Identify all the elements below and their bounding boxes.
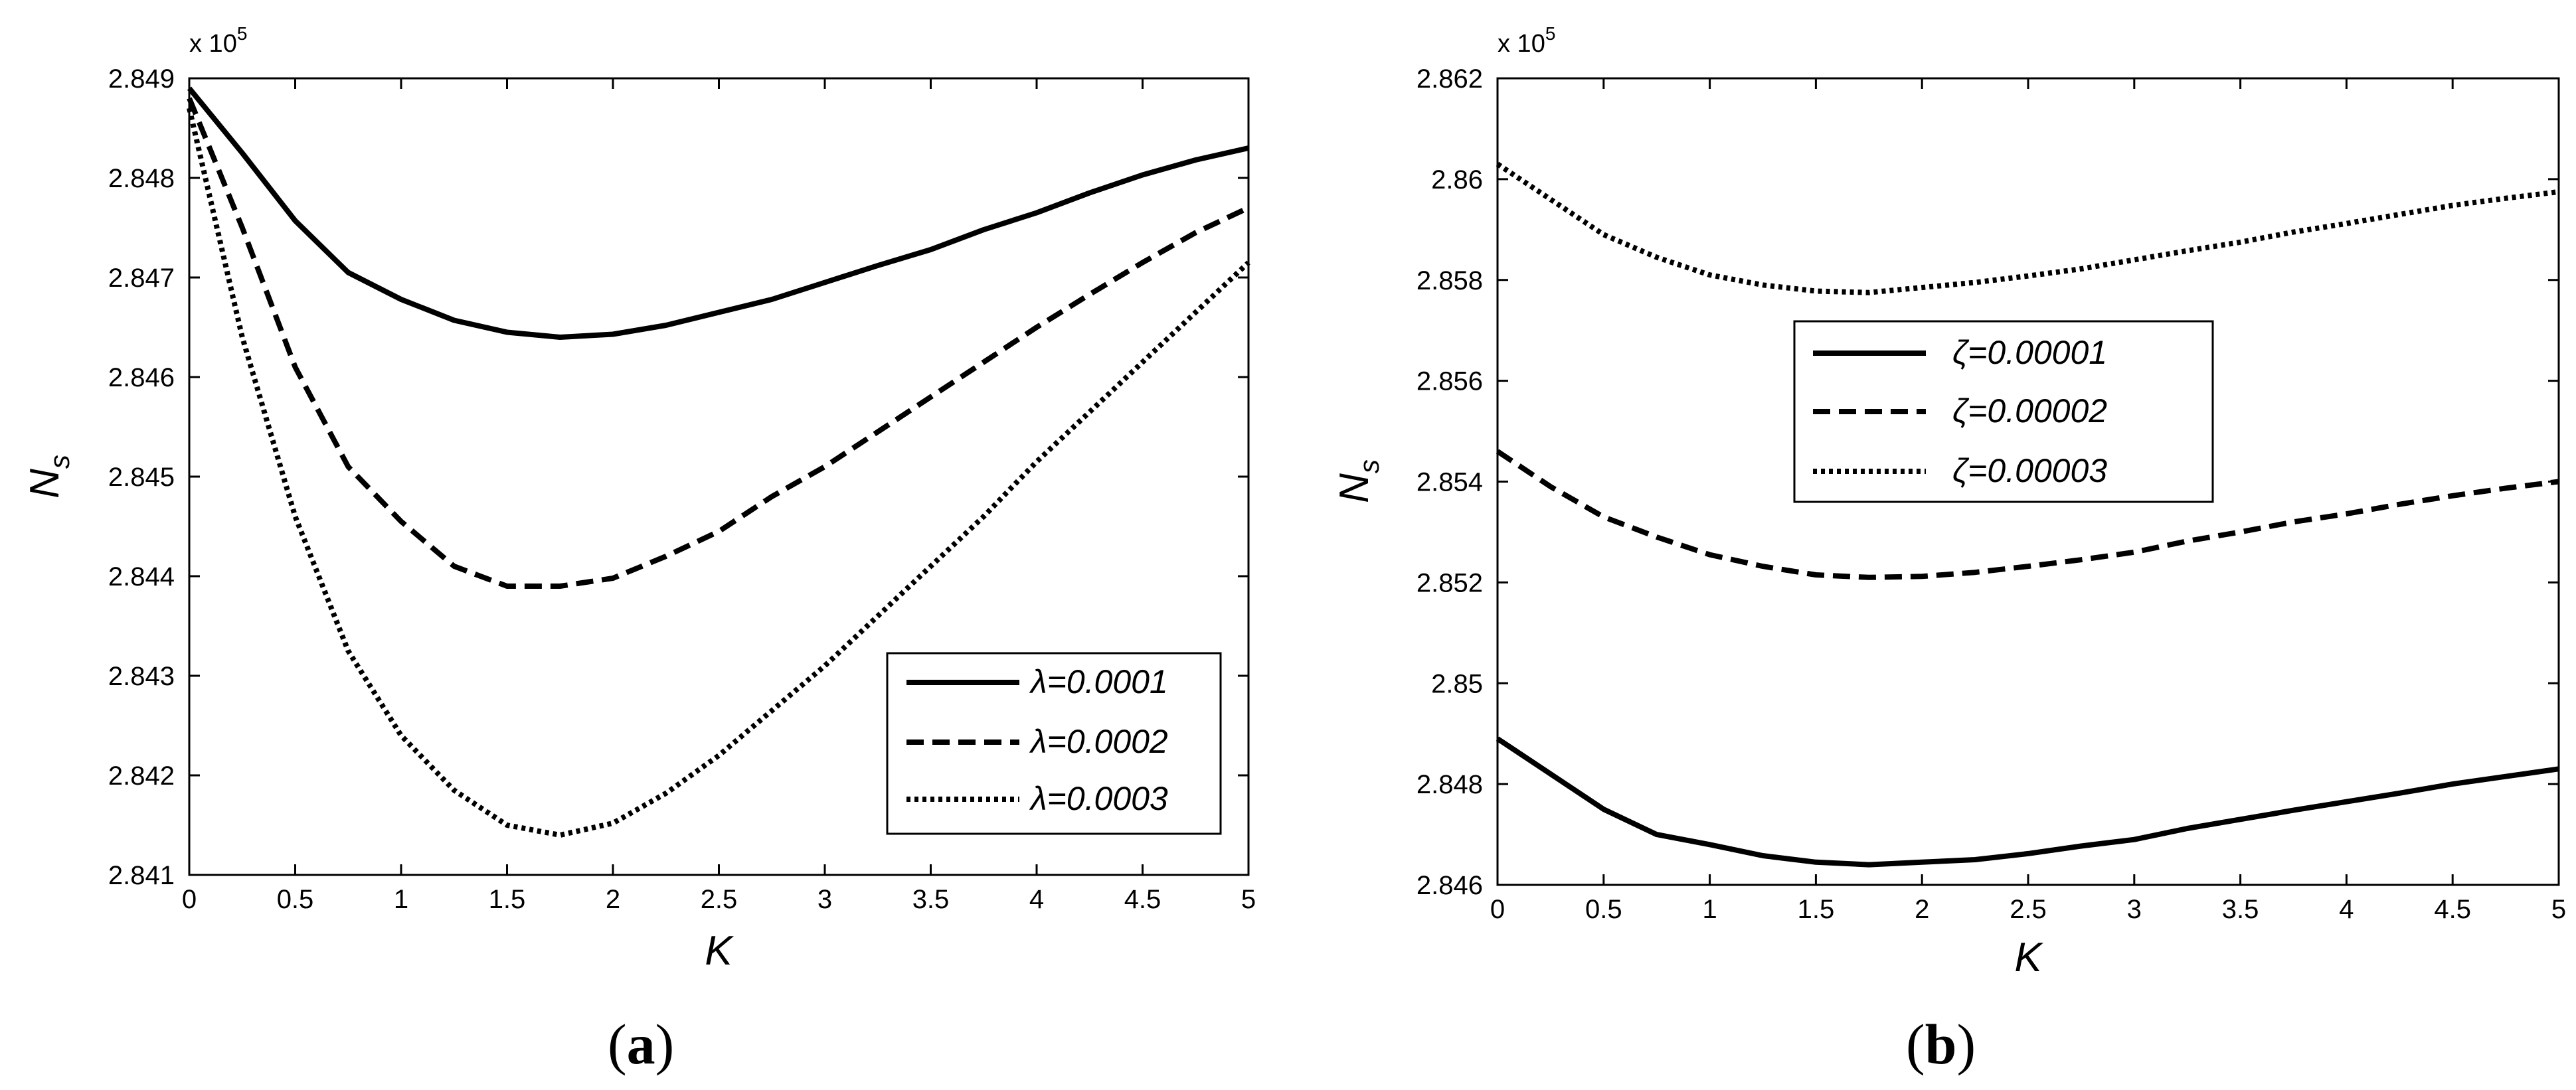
x-tick-label-b-0: 0 <box>1490 895 1505 924</box>
x-ticks-a: 0 0.5 1 1.5 2 2.5 3 3.5 4 4.5 5 <box>182 78 1256 914</box>
series-layer-b <box>1496 161 2559 868</box>
y-tick-label-b-3: 2.852 <box>1417 568 1483 597</box>
y-tick-label-a-5: 2.846 <box>108 363 175 392</box>
chart-panel-b: 0 0.5 1 1.5 2 2.5 3 3.5 4 4.5 5 2.846 2.848 2.85 2.85… <box>1331 23 2566 1076</box>
x-tick-label-b-8: 4 <box>2339 895 2354 924</box>
legend-label-b-0: ζ=0.00001 <box>1952 334 2107 371</box>
series-line-b-0 <box>1496 736 2559 868</box>
y-tick-label-b-0: 2.846 <box>1417 871 1483 900</box>
x-ticks-b: 0 0.5 1 1.5 2 2.5 3 3.5 4 4.5 5 <box>1490 78 2566 924</box>
legend-label-a-1: λ=0.0002 <box>1029 723 1168 760</box>
series-line-a-0 <box>187 86 1249 340</box>
panel-label-a: (a) <box>608 1012 674 1076</box>
x-tick-label-b-6: 3 <box>2127 895 2142 924</box>
x-tick-label-a-7: 3.5 <box>912 885 950 914</box>
y-ticks-a: 2.841 2.842 2.843 2.844 2.845 2.846 2.847 2.848… <box>108 64 1248 890</box>
legend-label-b-2: ζ=0.00003 <box>1952 452 2107 489</box>
x-tick-label-a-8: 4 <box>1029 885 1044 914</box>
y-tick-label-a-2: 2.843 <box>108 662 175 691</box>
x-tick-label-b-2: 1 <box>1702 895 1717 924</box>
x-tick-label-b-4: 2 <box>1915 895 1929 924</box>
x-tick-label-b-3: 1.5 <box>1798 895 1835 924</box>
x-tick-label-b-9: 4.5 <box>2434 895 2471 924</box>
chart-panel-a: 0 0.5 1 1.5 2 2.5 3 3.5 4 4.5 5 2.8412.8422.8432.8… <box>22 23 1256 1076</box>
y-tick-label-b-2: 2.85 <box>1431 669 1483 698</box>
y-tick-label-a-3: 2.844 <box>108 562 175 591</box>
legend-b: ζ=0.00001 ζ=0.00002 ζ=0.00003 <box>1793 320 2214 503</box>
y-axis-title-b: Ns <box>1331 459 1385 503</box>
x-tick-label-a-9: 4.5 <box>1124 885 1161 914</box>
y-tick-label-a-8: 2.849 <box>108 64 175 94</box>
x-axis-title-b: K <box>2014 935 2043 980</box>
x-tick-label-a-0: 0 <box>182 885 197 914</box>
legend-label-b-1: ζ=0.00002 <box>1952 392 2107 429</box>
panel-label-b: (b) <box>1906 1012 1976 1076</box>
y-ticks-b: 2.846 2.848 2.85 2.852 2.854 2.856 2.858 2.86 2.… <box>1417 64 2559 900</box>
x-tick-label-a-3: 1.5 <box>489 885 526 914</box>
y-multiplier-b: x 105 <box>1498 23 1555 58</box>
x-axis-title-a: K <box>705 928 734 974</box>
y-axis-title-a: Ns <box>22 455 75 499</box>
x-tick-label-a-1: 0.5 <box>277 885 314 914</box>
y-tick-label-b-5: 2.856 <box>1417 367 1483 396</box>
x-tick-label-b-1: 0.5 <box>1585 895 1622 924</box>
x-tick-label-a-4: 2 <box>606 885 620 914</box>
series-layer-a <box>187 86 1250 838</box>
x-tick-label-b-10: 5 <box>2551 895 2566 924</box>
y-tick-label-a-0: 2.841 <box>108 861 175 890</box>
legend-a: λ=0.0001 λ=0.0002 λ=0.0003 <box>886 652 1222 835</box>
x-tick-label-a-5: 2.5 <box>701 885 738 914</box>
legend-label-a-2: λ=0.0003 <box>1029 780 1168 817</box>
x-tick-label-b-7: 3.5 <box>2222 895 2259 924</box>
series-line-a-2 <box>187 108 1250 838</box>
x-tick-label-a-6: 3 <box>817 885 832 914</box>
y-tick-label-a-6: 2.847 <box>108 264 175 293</box>
y-tick-label-b-6: 2.858 <box>1417 266 1483 295</box>
y-tick-label-b-4: 2.854 <box>1417 468 1483 497</box>
y-multiplier-a: x 105 <box>189 23 247 58</box>
series-line-a-1 <box>187 97 1250 589</box>
x-tick-label-b-5: 2.5 <box>2010 895 2047 924</box>
legend-label-a-0: λ=0.0001 <box>1029 663 1168 700</box>
x-tick-label-a-10: 5 <box>1241 885 1256 914</box>
y-tick-label-b-8: 2.862 <box>1417 64 1483 94</box>
series-line-b-1 <box>1496 449 2559 580</box>
y-tick-label-a-4: 2.845 <box>108 463 175 492</box>
x-tick-label-a-2: 1 <box>394 885 408 914</box>
series-line-b-2 <box>1496 161 2559 295</box>
y-tick-label-b-1: 2.848 <box>1417 770 1483 799</box>
y-tick-label-b-7: 2.86 <box>1431 165 1483 195</box>
y-tick-label-a-7: 2.848 <box>108 164 175 193</box>
y-tick-label-a-1: 2.842 <box>108 761 175 791</box>
